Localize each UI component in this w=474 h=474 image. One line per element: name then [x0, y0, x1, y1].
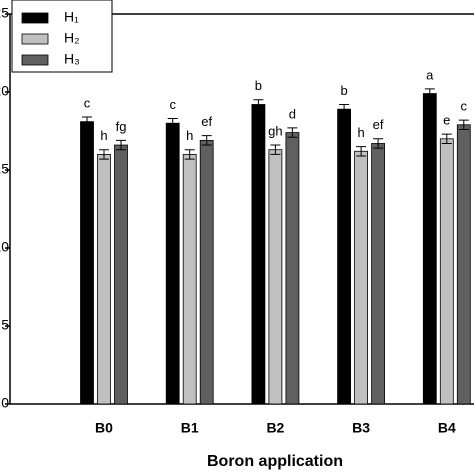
- bar: [80, 121, 94, 405]
- significance-letter: h: [357, 125, 364, 140]
- x-tick-label: B1: [181, 420, 199, 436]
- significance-letter: h: [186, 128, 193, 143]
- error-bar: [441, 133, 452, 144]
- y-tick-label: 25: [0, 5, 9, 21]
- significance-letter: ef: [201, 114, 212, 129]
- error-bar: [201, 135, 212, 146]
- bar: [97, 153, 111, 405]
- y-tick-label: 15: [0, 161, 9, 177]
- significance-letter: c: [461, 99, 468, 114]
- significance-letter: e: [443, 113, 450, 128]
- significance-letter: b: [255, 78, 262, 93]
- bar: [182, 153, 197, 405]
- error-bar: [116, 139, 126, 151]
- bar: [251, 104, 266, 405]
- bar: [199, 139, 214, 405]
- y-tick-label: 10: [0, 239, 9, 255]
- x-tick-label: B2: [266, 420, 284, 436]
- x-axis-label: Boron application: [207, 453, 343, 470]
- bar: [268, 149, 283, 405]
- error-bar: [99, 149, 109, 160]
- error-bar: [339, 103, 350, 115]
- bar: [456, 124, 471, 405]
- y-tick-label: 5: [1, 317, 9, 333]
- legend-swatch: [21, 54, 49, 66]
- legend-swatch: [21, 12, 49, 24]
- bar: [354, 150, 369, 405]
- bar: [439, 138, 454, 405]
- bar: [165, 122, 180, 405]
- error-bar: [373, 138, 384, 149]
- error-bar: [270, 144, 281, 155]
- bar: [337, 108, 352, 405]
- bar: [114, 144, 128, 405]
- significance-letter: c: [84, 95, 91, 110]
- y-tick-label: 0: [1, 395, 9, 411]
- bar: [285, 132, 300, 405]
- significance-letter: c: [169, 97, 176, 112]
- error-bar: [184, 149, 195, 160]
- legend-swatch: [21, 33, 49, 45]
- significance-letter: ef: [373, 117, 384, 132]
- legend-label: H₂: [64, 30, 80, 46]
- error-bar: [458, 119, 469, 130]
- bar: [422, 93, 437, 405]
- significance-letter: a: [426, 67, 434, 82]
- significance-letter: d: [289, 106, 296, 121]
- error-bar: [82, 116, 92, 127]
- x-tick-label: B0: [95, 420, 113, 436]
- bar: [371, 143, 386, 405]
- x-tick-label: B4: [438, 420, 456, 436]
- error-bar: [253, 99, 264, 110]
- significance-letter: h: [100, 128, 107, 143]
- legend-label: H₃: [64, 51, 80, 67]
- y-tick-label: 20: [0, 83, 9, 99]
- x-tick-label: B3: [352, 420, 370, 436]
- significance-letter: b: [340, 83, 347, 98]
- significance-letter: gh: [268, 123, 282, 138]
- error-bar: [287, 127, 298, 138]
- significance-letter: fg: [116, 119, 127, 134]
- error-bar: [167, 118, 178, 129]
- error-bar: [424, 88, 435, 99]
- legend-label: H₁: [64, 9, 79, 25]
- error-bar: [356, 146, 367, 157]
